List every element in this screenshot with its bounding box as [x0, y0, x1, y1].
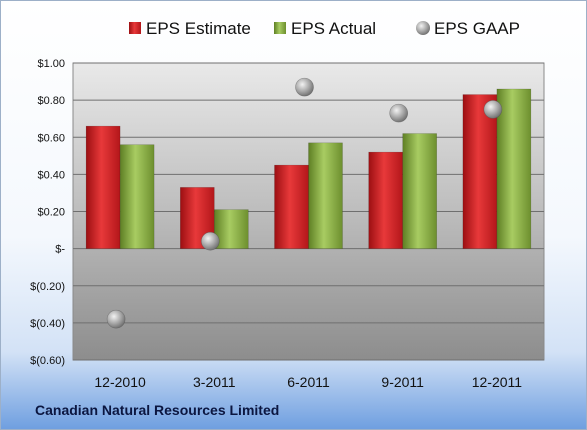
x-axis-labels: 12-2010 3-2011 6-2011 9-2011 12-2011	[94, 374, 522, 390]
y-tick-label: $0.60	[37, 132, 65, 144]
legend-label: EPS Actual	[291, 19, 376, 38]
legend-swatch-actual	[274, 22, 286, 34]
legend-label: EPS GAAP	[434, 19, 520, 38]
bar-eps-actual	[308, 142, 343, 249]
bar-eps-estimate	[85, 125, 121, 249]
x-category-label: 9-2011	[381, 374, 424, 390]
legend-swatch-gaap	[416, 21, 430, 35]
y-axis-ticks: $1.00 $0.80 $0.60 $0.40 $0.20 $- $(0.20) $(0.40…	[30, 58, 65, 367]
bar-eps-actual	[119, 144, 155, 249]
marker-eps-gaap	[483, 100, 503, 119]
x-category-label: 3-2011	[193, 374, 236, 390]
company-name: Canadian Natural Resources Limited	[35, 402, 280, 418]
legend-swatch-estimate	[129, 22, 141, 34]
gaap-markers	[106, 77, 503, 329]
bar-eps-actual	[496, 88, 532, 249]
bar-eps-estimate	[274, 164, 309, 249]
marker-eps-gaap	[201, 231, 220, 251]
marker-eps-gaap	[106, 309, 126, 329]
y-tick-label: $(0.20)	[30, 281, 65, 293]
y-tick-label: $-	[55, 244, 65, 256]
y-tick-label: $0.40	[37, 169, 65, 181]
x-category-label: 12-2011	[472, 374, 523, 390]
bar-eps-estimate	[368, 151, 403, 249]
legend: EPS Estimate EPS Actual EPS GAAP	[129, 19, 520, 38]
y-tick-label: $0.80	[37, 95, 65, 107]
marker-eps-gaap	[389, 103, 409, 123]
x-category-label: 6-2011	[287, 374, 330, 390]
y-tick-label: $0.20	[37, 207, 65, 219]
bar-eps-actual	[214, 209, 249, 249]
bars	[85, 88, 532, 249]
y-tick-label: $(0.40)	[30, 318, 65, 330]
y-tick-label: $(0.60)	[30, 355, 65, 367]
bar-eps-actual	[402, 133, 437, 249]
legend-label: EPS Estimate	[146, 19, 251, 38]
marker-eps-gaap	[295, 77, 314, 97]
bar-eps-estimate	[462, 94, 498, 249]
x-category-label: 12-2010	[94, 374, 146, 390]
y-tick-label: $1.00	[37, 58, 65, 70]
